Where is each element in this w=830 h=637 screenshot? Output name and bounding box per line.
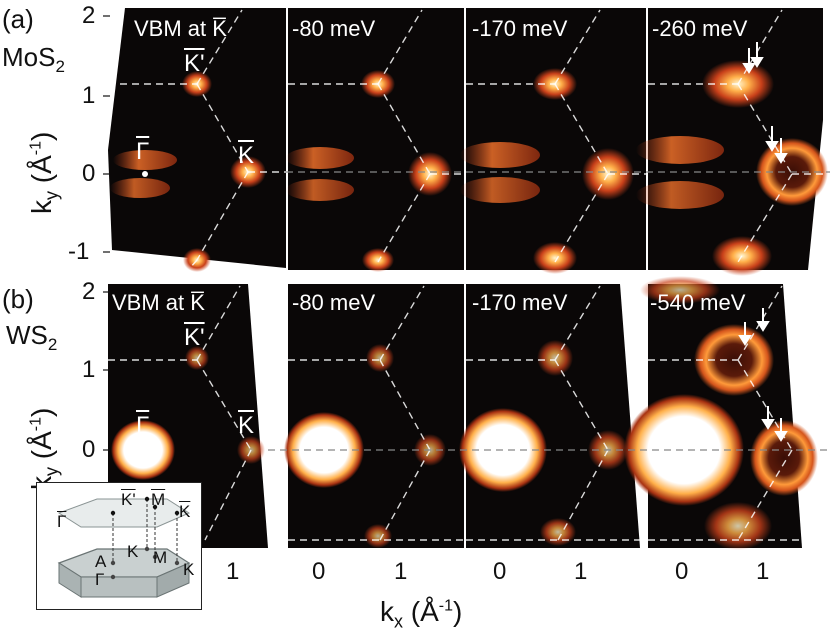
inset-kprime-bar: K' [121, 490, 136, 509]
gamma-point-dot [142, 171, 148, 177]
row-b-spots [111, 276, 818, 550]
x-tick-4: 0 [493, 558, 507, 585]
y-tick-b-0: 0 [82, 436, 96, 463]
x-tick-6: 0 [675, 558, 689, 585]
inset-gamma-bar: Γ [57, 512, 67, 531]
y-tick-a-2: 2 [82, 2, 96, 29]
inset-m: M [153, 548, 168, 567]
x-label-unit: (Å [410, 596, 439, 627]
x-tick-7: 1 [756, 558, 770, 585]
y-label-unit-a: (Å [26, 155, 57, 184]
row-a-panels [108, 8, 823, 270]
x-label-k: k [380, 596, 394, 627]
y-tick-a-neg1: -1 [68, 238, 90, 265]
brillouin-zone-diagram [57, 496, 191, 598]
row-b-arrows [738, 308, 788, 442]
panel-a-material: MoS2 [2, 44, 65, 75]
energy-a-3: -170 meV [472, 16, 568, 41]
y-label-sup-b: -1 [27, 416, 45, 432]
x-tick-5: 1 [574, 558, 588, 585]
row-a-arrows [742, 42, 788, 164]
y-tick-a-0: 0 [82, 160, 96, 187]
energy-b-4: -540 meV [650, 290, 746, 315]
panel-b-tag: (b) [2, 284, 34, 314]
k-label-a: K [238, 142, 255, 169]
k-label-b: K [238, 412, 255, 439]
panel-a2-map [288, 8, 464, 270]
row-b-guides [108, 285, 800, 541]
y-label-sub-a: y [41, 191, 62, 200]
energy-a-2: -80 meV [292, 16, 376, 41]
axis-ticks [103, 15, 110, 451]
material-b-sub: 2 [47, 335, 58, 355]
y-label-close-b: ) [26, 407, 57, 417]
x-tick-1: 1 [226, 558, 240, 585]
x-axis-label: kx (Å-1) [380, 598, 462, 631]
inset-k: K [127, 542, 139, 561]
inset-m-bar: M [151, 490, 166, 509]
inset-a: A [95, 552, 107, 571]
brillouin-zone-inset: Γ K' M K A Γ K M K [36, 482, 202, 610]
inset-gamma: Γ [95, 570, 105, 589]
panel-a3-map [466, 8, 646, 270]
y-tick-a-1: 1 [82, 82, 96, 109]
row-a-guides [108, 9, 823, 269]
x-label-sub: x [394, 611, 403, 632]
material-b-text: WS [6, 320, 48, 350]
y-label-sup-a: -1 [27, 140, 45, 156]
energy-b-3: -170 meV [472, 290, 568, 315]
inset-k2: K [183, 560, 195, 579]
energy-b-2: -80 meV [292, 290, 376, 315]
energy-a-4: -260 meV [652, 16, 748, 41]
x-label-close: ) [453, 596, 463, 627]
x-tick-3: 1 [394, 558, 408, 585]
y-tick-b-1: 1 [82, 356, 96, 383]
y-axis-label-b: ky (Å-1) [26, 407, 62, 490]
energy-b-1: VBM at K̅ [112, 290, 205, 315]
gamma-label-b: Γ [136, 412, 150, 439]
panel-a1-map [108, 8, 286, 268]
panel-b-material: WS2 [6, 322, 57, 353]
y-label-close-a: ) [26, 131, 57, 141]
material-a-text: MoS [2, 42, 56, 72]
panel-a-tag: (a) [2, 4, 34, 34]
x-tick-2: 0 [312, 558, 326, 585]
kprime-label-a: K' [184, 50, 205, 77]
y-label-sub-b: y [41, 467, 62, 476]
y-axis-label-a: ky (Å-1) [26, 131, 62, 214]
y-label-k-a: k [26, 200, 57, 214]
material-a-sub: 2 [55, 57, 65, 77]
gamma-label-a: Γ [136, 138, 150, 165]
x-label-sup: -1 [438, 597, 454, 615]
inset-k-bar: K [179, 502, 191, 521]
y-label-unit-b: (Å [26, 431, 57, 460]
y-tick-b-2: 2 [82, 278, 96, 305]
kprime-label-b: K' [184, 324, 205, 351]
energy-a-1: VBM at K̅ [134, 16, 227, 41]
